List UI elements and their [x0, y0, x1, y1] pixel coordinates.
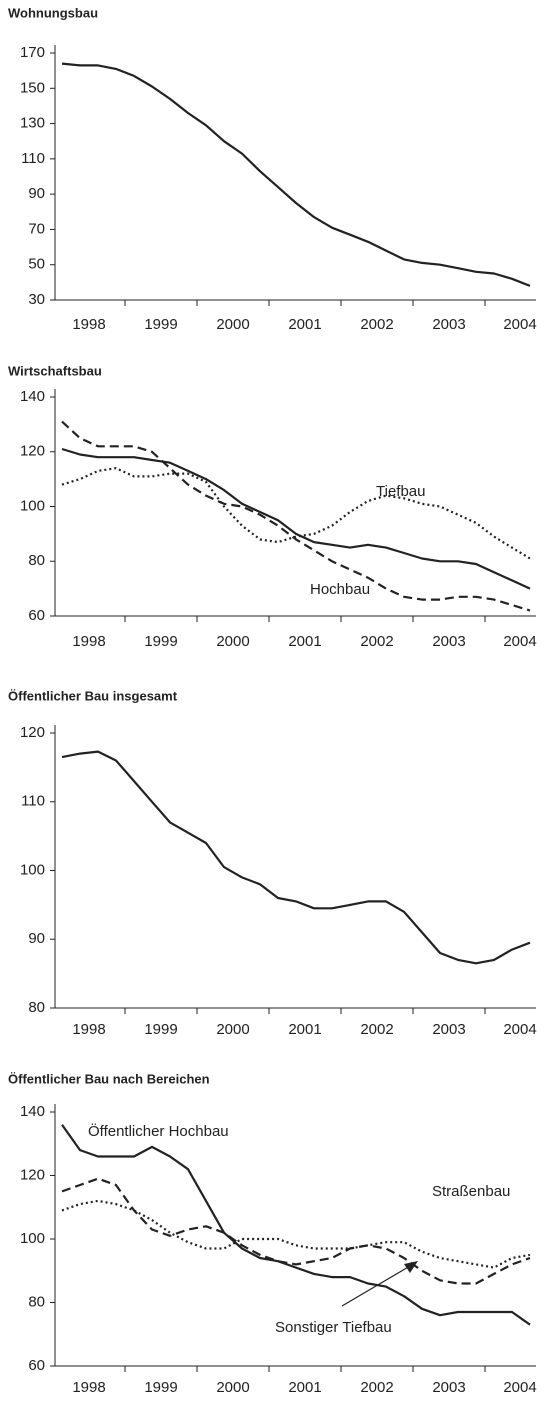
x-tick-label: 2002: [360, 1379, 393, 1396]
x-tick-label: 2003: [432, 316, 465, 333]
y-tick-label: 100: [20, 861, 45, 878]
y-tick-label: 140: [20, 1103, 45, 1120]
line-series: [61, 62, 531, 287]
chart-title: Öffentlicher Bau insgesamt: [8, 688, 178, 703]
y-tick-label: 60: [28, 1357, 45, 1374]
chart-title: Öffentlicher Bau nach Bereichen: [8, 1071, 210, 1086]
line-series: [61, 420, 531, 612]
y-tick-label: 60: [28, 607, 45, 624]
x-tick-label: 1999: [144, 1021, 177, 1038]
series-label: Öffentlicher Hochbau: [88, 1122, 229, 1140]
x-tick-label: 2003: [432, 1021, 465, 1038]
x-tick-label: 2000: [216, 1379, 249, 1396]
series-label: Straßenbau: [432, 1183, 510, 1200]
y-tick-label: 130: [20, 115, 45, 132]
x-tick-label: 2001: [288, 1021, 321, 1038]
y-tick-label: 150: [20, 79, 45, 96]
x-tick-label: 2002: [360, 633, 393, 650]
pointer-arrow: [341, 1265, 411, 1307]
pointer-arrowhead: [404, 1261, 418, 1273]
x-tick-label: 1998: [72, 316, 105, 333]
line-series: [61, 467, 531, 560]
series-label: Hochbau: [310, 581, 370, 598]
x-tick-label: 1998: [72, 1021, 105, 1038]
y-tick-label: 110: [21, 793, 45, 810]
x-tick-label: 2003: [432, 633, 465, 650]
y-tick-label: 30: [28, 291, 45, 308]
x-tick-label: 2004: [503, 633, 536, 650]
y-tick-label: 80: [28, 552, 45, 569]
line-series: [61, 750, 531, 965]
x-tick-label: 2004: [503, 1021, 536, 1038]
x-tick-label: 2001: [288, 316, 321, 333]
x-tick-label: 2004: [503, 316, 536, 333]
x-tick-label: 2002: [360, 1021, 393, 1038]
series-label: Sonstiger Tiefbau: [275, 1319, 392, 1336]
x-tick-label: 2004: [503, 1379, 536, 1396]
x-tick-label: 2002: [360, 316, 393, 333]
x-tick-label: 2003: [432, 1379, 465, 1396]
y-tick-label: 70: [28, 220, 45, 237]
x-tick-label: 2001: [288, 633, 321, 650]
x-tick-label: 2000: [216, 316, 249, 333]
x-tick-label: 2000: [216, 633, 249, 650]
y-tick-label: 90: [28, 930, 45, 947]
y-tick-label: 50: [28, 256, 45, 273]
y-tick-label: 140: [20, 388, 45, 405]
x-tick-label: 1999: [144, 633, 177, 650]
x-tick-label: 2001: [288, 1379, 321, 1396]
y-tick-label: 100: [20, 497, 45, 514]
series-label: Tiefbau: [376, 483, 425, 500]
x-tick-label: 2000: [216, 1021, 249, 1038]
x-tick-label: 1998: [72, 1379, 105, 1396]
x-tick-label: 1998: [72, 633, 105, 650]
line-series: [61, 1177, 531, 1285]
x-tick-label: 1999: [144, 316, 177, 333]
line-series: [61, 1124, 531, 1326]
line-series: [61, 447, 531, 590]
y-tick-label: 90: [28, 185, 45, 202]
y-tick-label: 100: [20, 1230, 45, 1247]
y-tick-label: 110: [21, 150, 45, 167]
y-tick-label: 120: [20, 443, 45, 460]
y-tick-label: 80: [28, 999, 45, 1016]
chart-title: Wohnungsbau: [8, 5, 98, 20]
line-series: [61, 1199, 531, 1269]
y-tick-label: 80: [28, 1293, 45, 1310]
chart-title: Wirtschaftsbau: [8, 363, 102, 378]
y-tick-label: 120: [20, 724, 45, 741]
y-tick-label: 170: [20, 44, 45, 61]
y-tick-label: 120: [20, 1166, 45, 1183]
x-tick-label: 1999: [144, 1379, 177, 1396]
